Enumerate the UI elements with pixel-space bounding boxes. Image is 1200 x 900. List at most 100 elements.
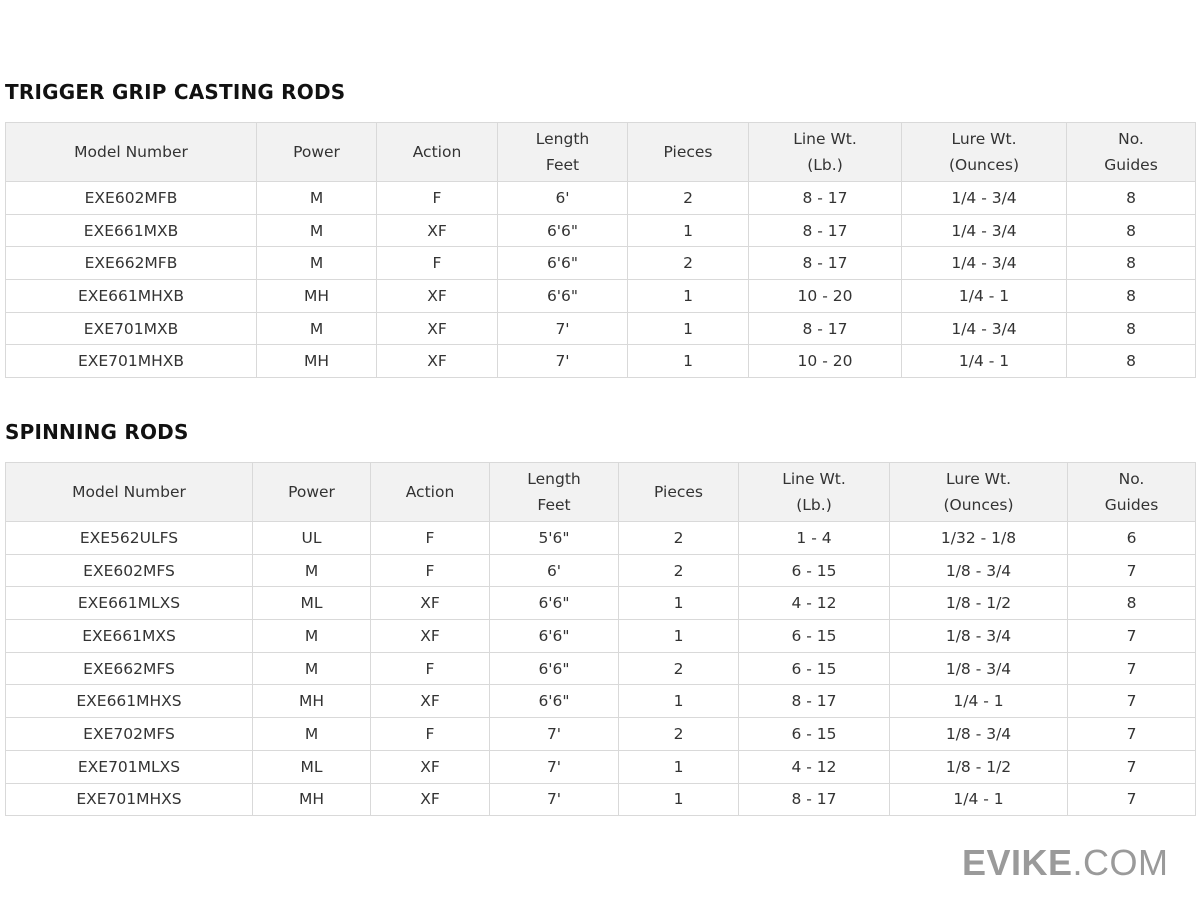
column-header: Power bbox=[256, 122, 377, 182]
casting-rods-table: Model Number Power Action Length Feet Pieces L… bbox=[5, 122, 1196, 379]
table-cell: 8 bbox=[1066, 344, 1196, 379]
table-cell: 1/4 - 3/4 bbox=[901, 213, 1067, 248]
table-cell: 1/4 - 1 bbox=[901, 344, 1067, 379]
table-cell: 1/8 - 1/2 bbox=[889, 749, 1068, 784]
table-cell: 7 bbox=[1067, 684, 1196, 719]
evike-logo: EVIKE.COM bbox=[962, 842, 1169, 884]
table-cell: XF bbox=[376, 344, 498, 379]
table-row: EXE602MFB M F 6' 2 8 - 17 1/4 - 3/4 8 bbox=[5, 181, 1196, 215]
table-cell: 6 bbox=[1067, 521, 1196, 555]
table-cell: 6 - 15 bbox=[738, 717, 890, 751]
table-cell: EXE661MHXB bbox=[5, 279, 257, 313]
table-row: EXE661MXS M XF 6'6" 1 6 - 15 1/8 - 3/4 7 bbox=[5, 619, 1196, 653]
table-cell: 1 bbox=[618, 586, 739, 621]
table-cell: 6'6" bbox=[489, 619, 619, 653]
table-cell: EXE701MLXS bbox=[5, 749, 253, 784]
table-cell: M bbox=[256, 246, 377, 281]
table-cell: ML bbox=[252, 586, 371, 621]
column-header: Lure Wt. (Ounces) bbox=[889, 462, 1068, 522]
table-row: EXE661MXB M XF 6'6" 1 8 - 17 1/4 - 3/4 8 bbox=[5, 213, 1196, 248]
table-row: EXE602MFS M F 6' 2 6 - 15 1/8 - 3/4 7 bbox=[5, 553, 1196, 588]
column-header: Length Feet bbox=[497, 122, 628, 182]
table-row: EXE662MFB M F 6'6" 2 8 - 17 1/4 - 3/4 8 bbox=[5, 246, 1196, 281]
table-cell: 6'6" bbox=[497, 246, 628, 281]
table-cell: XF bbox=[376, 311, 498, 346]
table-cell: XF bbox=[376, 279, 498, 313]
table-row: EXE701MXB M XF 7' 1 8 - 17 1/4 - 3/4 8 bbox=[5, 311, 1196, 346]
table-cell: EXE701MHXS bbox=[5, 782, 253, 817]
table-cell: 1 bbox=[618, 619, 739, 653]
table-cell: MH bbox=[256, 344, 377, 379]
table-cell: 1/8 - 3/4 bbox=[889, 619, 1068, 653]
table-cell: 2 bbox=[618, 651, 739, 686]
table-cell: EXE702MFS bbox=[5, 717, 253, 751]
table-cell: EXE662MFS bbox=[5, 651, 253, 686]
table-cell: EXE562ULFS bbox=[5, 521, 253, 555]
logo-light-text: .COM bbox=[1072, 842, 1169, 883]
table-cell: EXE661MHXS bbox=[5, 684, 253, 719]
table-cell: 1 bbox=[618, 782, 739, 817]
table-cell: MH bbox=[252, 684, 371, 719]
table-cell: 6 - 15 bbox=[738, 553, 890, 588]
table-cell: 8 bbox=[1067, 586, 1196, 621]
table-cell: 2 bbox=[618, 717, 739, 751]
table-cell: 6' bbox=[497, 181, 628, 215]
table-cell: 2 bbox=[627, 181, 749, 215]
table-cell: M bbox=[252, 651, 371, 686]
table-cell: 8 - 17 bbox=[748, 246, 902, 281]
column-header: No. Guides bbox=[1067, 462, 1196, 522]
table-cell: 1/8 - 3/4 bbox=[889, 651, 1068, 686]
table-cell: EXE661MXB bbox=[5, 213, 257, 248]
column-header: Action bbox=[376, 122, 498, 182]
table-row: EXE662MFS M F 6'6" 2 6 - 15 1/8 - 3/4 7 bbox=[5, 651, 1196, 686]
table-cell: M bbox=[252, 553, 371, 588]
table-cell: UL bbox=[252, 521, 371, 555]
table-row: EXE701MLXS ML XF 7' 1 4 - 12 1/8 - 1/2 7 bbox=[5, 749, 1196, 784]
casting-rods-title: TRIGGER GRIP CASTING RODS bbox=[5, 80, 346, 104]
table-cell: F bbox=[376, 181, 498, 215]
table-cell: XF bbox=[370, 619, 490, 653]
table-cell: XF bbox=[376, 213, 498, 248]
column-header: Pieces bbox=[627, 122, 749, 182]
table-cell: 6 - 15 bbox=[738, 619, 890, 653]
table-row: EXE702MFS M F 7' 2 6 - 15 1/8 - 3/4 7 bbox=[5, 717, 1196, 751]
column-header: Pieces bbox=[618, 462, 739, 522]
table-cell: 1/4 - 1 bbox=[901, 279, 1067, 313]
table-cell: XF bbox=[370, 749, 490, 784]
table-cell: 1/4 - 1 bbox=[889, 684, 1068, 719]
table-cell: 1/32 - 1/8 bbox=[889, 521, 1068, 555]
table-cell: 1 bbox=[627, 279, 749, 313]
table-cell: EXE701MXB bbox=[5, 311, 257, 346]
table-cell: 7' bbox=[489, 749, 619, 784]
table-cell: M bbox=[256, 311, 377, 346]
table-cell: EXE661MLXS bbox=[5, 586, 253, 621]
table-cell: 1/4 - 3/4 bbox=[901, 246, 1067, 281]
table-cell: 8 bbox=[1066, 279, 1196, 313]
table-cell: 4 - 12 bbox=[738, 749, 890, 784]
table-cell: 1 bbox=[627, 311, 749, 346]
table-cell: 7 bbox=[1067, 553, 1196, 588]
table-cell: 1/8 - 3/4 bbox=[889, 717, 1068, 751]
table-cell: 1/4 - 3/4 bbox=[901, 311, 1067, 346]
table-cell: 1 - 4 bbox=[738, 521, 890, 555]
table-cell: 8 bbox=[1066, 213, 1196, 248]
table-cell: 1/4 - 3/4 bbox=[901, 181, 1067, 215]
table-cell: 4 - 12 bbox=[738, 586, 890, 621]
logo-bold-text: EVIKE bbox=[962, 842, 1073, 883]
column-header: Lure Wt. (Ounces) bbox=[901, 122, 1067, 182]
table-cell: ML bbox=[252, 749, 371, 784]
table-cell: 7' bbox=[489, 782, 619, 817]
table-cell: 6'6" bbox=[489, 651, 619, 686]
table-cell: 6'6" bbox=[497, 213, 628, 248]
table-cell: M bbox=[252, 717, 371, 751]
column-header: Power bbox=[252, 462, 371, 522]
table-cell: 7' bbox=[497, 311, 628, 346]
table-cell: 1 bbox=[627, 344, 749, 379]
table-cell: 6 - 15 bbox=[738, 651, 890, 686]
table-cell: 8 - 17 bbox=[738, 684, 890, 719]
table-cell: 8 bbox=[1066, 311, 1196, 346]
table-cell: F bbox=[376, 246, 498, 281]
